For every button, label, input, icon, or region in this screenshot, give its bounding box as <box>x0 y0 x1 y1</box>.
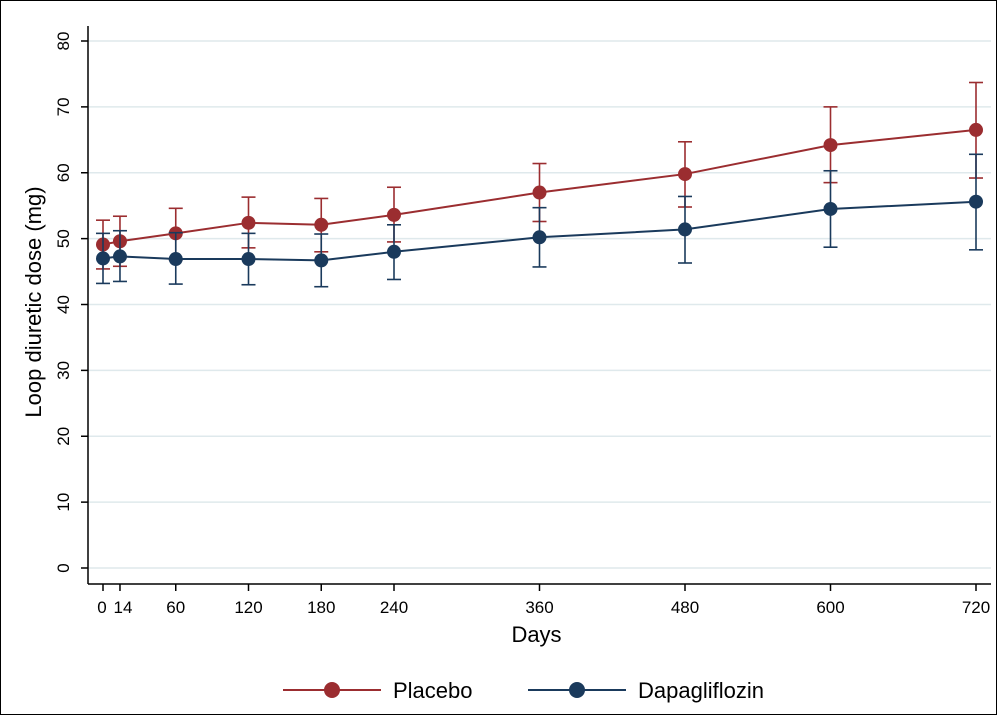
data-point <box>823 201 838 216</box>
data-point <box>969 122 983 137</box>
y-tick-label: 80 <box>54 32 73 51</box>
data-point <box>241 252 256 267</box>
y-tick-label: 60 <box>54 163 73 182</box>
data-point <box>823 138 838 153</box>
y-tick-label: 0 <box>54 563 73 572</box>
y-tick-label: 10 <box>54 493 73 512</box>
x-tick-label: 480 <box>671 598 699 617</box>
data-point <box>532 185 547 200</box>
x-tick-label: 120 <box>234 598 262 617</box>
data-point <box>387 207 401 222</box>
x-tick-label: 600 <box>816 598 844 617</box>
data-point <box>969 194 983 209</box>
legend-marker <box>569 682 585 698</box>
y-tick-label: 40 <box>54 295 73 314</box>
series-line <box>102 200 977 262</box>
data-point <box>96 251 110 266</box>
legend-label: Dapagliflozin <box>638 678 764 703</box>
y-tick-label: 50 <box>54 229 73 248</box>
legend-label: Placebo <box>393 678 473 703</box>
data-point <box>112 249 127 264</box>
data-point <box>241 215 256 230</box>
y-tick-label: 30 <box>54 361 73 380</box>
y-tick-label: 20 <box>54 427 73 446</box>
data-point <box>314 253 329 268</box>
legend: Placebo Dapagliflozin <box>283 678 764 703</box>
x-tick-label: 240 <box>380 598 408 617</box>
y-tick-label: 70 <box>54 97 73 116</box>
x-tick-label: 180 <box>307 598 335 617</box>
data-point <box>678 167 692 182</box>
legend-marker <box>324 682 340 698</box>
data-point <box>168 252 183 267</box>
x-tick-label: 360 <box>525 598 553 617</box>
y-axis-title: Loop diuretic dose (mg) <box>21 186 46 417</box>
x-tick-label: 720 <box>962 598 990 617</box>
data-point <box>678 222 692 237</box>
series-line <box>102 128 977 246</box>
series-1 <box>96 153 983 288</box>
x-axis-title: Days <box>511 622 561 647</box>
x-tick-label: 14 <box>114 598 133 617</box>
x-tick-label: 60 <box>166 598 185 617</box>
data-point <box>387 244 401 259</box>
gridlines <box>88 40 991 569</box>
x-tick-label: 0 <box>97 598 106 617</box>
data-point <box>532 230 547 245</box>
data-point <box>314 217 329 232</box>
